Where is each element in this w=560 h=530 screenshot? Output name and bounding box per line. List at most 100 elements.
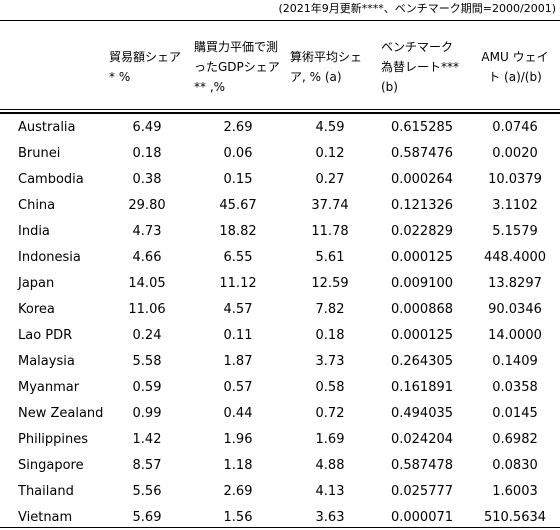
cell-gdp-share: 1.96 [223, 431, 253, 447]
cell-country: Philippines [18, 431, 89, 447]
table-row: China 29.80 45.67 37.74 0.121326 3.1102 [0, 192, 560, 218]
cell-gdp-share: 6.55 [223, 249, 253, 265]
cell-trade-share: 5.69 [132, 509, 162, 525]
table-row: Vietnam 5.69 1.56 3.63 0.000071 510.5634 [0, 504, 560, 530]
cell-benchmark-rate: 0.615285 [390, 119, 454, 135]
cell-benchmark-rate: 0.000071 [390, 509, 454, 525]
cell-trade-share: 8.57 [132, 457, 162, 473]
cell-gdp-share: 2.69 [223, 483, 253, 499]
table-row: Malaysia 5.58 1.87 3.73 0.264305 0.1409 [0, 348, 560, 374]
cell-arith-share: 11.78 [311, 223, 349, 239]
cell-trade-share: 0.38 [132, 171, 162, 187]
header-rule-thin [0, 109, 560, 110]
table-row: Myanmar 0.59 0.57 0.58 0.161891 0.0358 [0, 374, 560, 400]
cell-amu-weight: 0.1409 [492, 353, 538, 369]
cell-benchmark-rate: 0.587476 [390, 145, 454, 161]
cell-trade-share: 0.24 [132, 327, 162, 343]
table-row: Singapore 8.57 1.18 4.88 0.587478 0.0830 [0, 452, 560, 478]
cell-gdp-share: 2.69 [223, 119, 253, 135]
cell-benchmark-rate: 0.000125 [390, 327, 454, 343]
cell-arith-share: 1.69 [315, 431, 345, 447]
cell-country: Brunei [18, 145, 61, 161]
table-row: India 4.73 18.82 11.78 0.022829 5.1579 [0, 218, 560, 244]
cell-arith-share: 0.12 [315, 145, 345, 161]
cell-benchmark-rate: 0.024204 [390, 431, 454, 447]
bottom-rule [0, 527, 560, 528]
header-amu-weight: AMU ウェイト (a)/(b) [481, 50, 549, 84]
header-row: 貿易額シェア* % 購買力平価で測ったGDPシェア ** ,% 算術平均シェア,… [0, 20, 560, 114]
cell-benchmark-rate: 0.264305 [390, 353, 454, 369]
cell-trade-share: 4.73 [132, 223, 162, 239]
cell-gdp-share: 18.82 [219, 223, 257, 239]
cell-country: Myanmar [18, 379, 80, 395]
cell-country: Malaysia [18, 353, 75, 369]
cell-trade-share: 0.59 [132, 379, 162, 395]
cell-country: Singapore [18, 457, 84, 473]
cell-benchmark-rate: 0.121326 [390, 197, 454, 213]
cell-country: New Zealand [18, 405, 104, 421]
cell-gdp-share: 0.11 [223, 327, 253, 343]
cell-trade-share: 14.05 [128, 275, 166, 291]
cell-amu-weight: 0.0145 [492, 405, 538, 421]
cell-country: India [18, 223, 50, 239]
cell-country: Vietnam [18, 509, 73, 525]
table-row: Indonesia 4.66 6.55 5.61 0.000125 448.4000 [0, 244, 560, 270]
table-row: Thailand 5.56 2.69 4.13 0.025777 1.6003 [0, 478, 560, 504]
cell-trade-share: 5.58 [132, 353, 162, 369]
cell-arith-share: 0.18 [315, 327, 345, 343]
header-benchmark-rate: ベンチマーク為替レート*** (b) [381, 40, 460, 94]
table-row: Korea 11.06 4.57 7.82 0.000868 90.0346 [0, 296, 560, 322]
cell-amu-weight: 5.1579 [492, 223, 538, 239]
table-row: Philippines 1.42 1.96 1.69 0.024204 0.6982 [0, 426, 560, 452]
cell-amu-weight: 3.1102 [492, 197, 538, 213]
cell-benchmark-rate: 0.000125 [390, 249, 454, 265]
header-rule-thick [0, 112, 560, 114]
cell-benchmark-rate: 0.587478 [390, 457, 454, 473]
cell-benchmark-rate: 0.000868 [390, 301, 454, 317]
cell-arith-share: 7.82 [315, 301, 345, 317]
cell-gdp-share: 45.67 [219, 197, 257, 213]
cell-arith-share: 3.73 [315, 353, 345, 369]
cell-country: Japan [18, 275, 55, 291]
cell-amu-weight: 0.0358 [492, 379, 538, 395]
cell-arith-share: 0.72 [315, 405, 345, 421]
table-row: New Zealand 0.99 0.44 0.72 0.494035 0.0145 [0, 400, 560, 426]
amu-weight-table: 貿易額シェア* % 購買力平価で測ったGDPシェア ** ,% 算術平均シェア,… [0, 20, 560, 530]
cell-amu-weight: 0.0020 [492, 145, 538, 161]
cell-trade-share: 6.49 [132, 119, 162, 135]
cell-amu-weight: 0.0830 [492, 457, 538, 473]
cell-amu-weight: 448.4000 [483, 249, 547, 265]
cell-gdp-share: 1.18 [223, 457, 253, 473]
cell-trade-share: 0.99 [132, 405, 162, 421]
table-note: (2021年9月更新****、ベンチマーク期間=2000/2001) [278, 2, 557, 15]
cell-arith-share: 4.88 [315, 457, 345, 473]
header-arith-share: 算術平均シェア, % (a) [290, 50, 363, 84]
cell-country: China [18, 197, 56, 213]
cell-arith-share: 5.61 [315, 249, 345, 265]
cell-arith-share: 37.74 [311, 197, 349, 213]
table-row: Australia 6.49 2.69 4.59 0.615285 0.0746 [0, 114, 560, 140]
cell-benchmark-rate: 0.025777 [390, 483, 454, 499]
cell-gdp-share: 0.15 [223, 171, 253, 187]
cell-benchmark-rate: 0.000264 [390, 171, 454, 187]
cell-amu-weight: 13.8297 [488, 275, 542, 291]
cell-arith-share: 0.27 [315, 171, 345, 187]
header-country [0, 20, 104, 114]
header-trade-share: 貿易額シェア* % [109, 50, 182, 84]
cell-amu-weight: 510.5634 [483, 509, 547, 525]
cell-country: Lao PDR [18, 327, 73, 343]
cell-arith-share: 0.58 [315, 379, 345, 395]
cell-country: Thailand [18, 483, 74, 499]
cell-trade-share: 29.80 [128, 197, 166, 213]
cell-gdp-share: 0.44 [223, 405, 253, 421]
cell-gdp-share: 0.06 [223, 145, 253, 161]
cell-arith-share: 4.59 [315, 119, 345, 135]
table-row: Brunei 0.18 0.06 0.12 0.587476 0.0020 [0, 140, 560, 166]
cell-arith-share: 3.63 [315, 509, 345, 525]
cell-gdp-share: 1.87 [223, 353, 253, 369]
cell-amu-weight: 90.0346 [488, 301, 542, 317]
cell-gdp-share: 0.57 [223, 379, 253, 395]
top-rule [0, 20, 560, 21]
cell-country: Australia [18, 119, 76, 135]
cell-benchmark-rate: 0.161891 [390, 379, 454, 395]
